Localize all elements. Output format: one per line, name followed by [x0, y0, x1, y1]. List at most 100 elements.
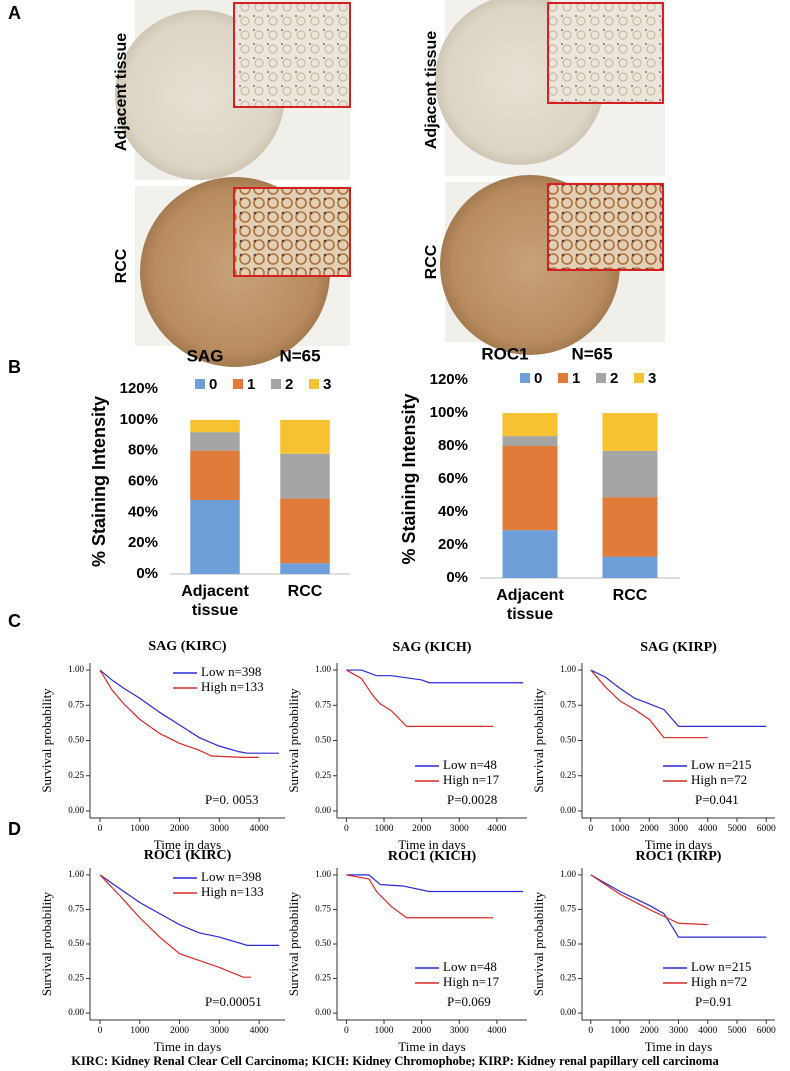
legend-label: 3 [323, 376, 331, 393]
legend-label: 2 [610, 370, 618, 387]
panel-label: C [8, 611, 21, 631]
y-tick-label: 0.75 [68, 699, 84, 709]
y-tick-label: 0.75 [560, 699, 576, 709]
bar-segment [190, 450, 240, 500]
bar-segment [502, 436, 558, 446]
legend-label: 3 [648, 370, 656, 387]
image-label: Adjacent tissue [113, 33, 130, 151]
x-tick-label: 1000 [611, 1026, 630, 1036]
y-tick-label: 60% [128, 472, 158, 489]
x-tick-label: 3000 [210, 824, 229, 834]
y-axis-label: % Staining Intensity [399, 393, 419, 564]
chart-title: ROC1 (KIRC) [144, 848, 232, 863]
inset [233, 2, 351, 108]
chart-subtitle: N=65 [279, 346, 320, 365]
bar-segment [602, 450, 658, 498]
x-tick-label: 3000 [669, 824, 688, 834]
x-tick-label: 0 [344, 1026, 349, 1036]
legend-label: High n=72 [691, 974, 747, 989]
y-tick-label: 0.75 [68, 904, 84, 914]
x-tick-label: 5000 [727, 824, 746, 834]
legend-swatch [520, 373, 530, 383]
bar-segment [602, 497, 658, 557]
survival-curve [590, 874, 708, 926]
x-tick-label: 0 [98, 824, 103, 834]
legend-label: 2 [285, 376, 293, 393]
survival-curve [346, 669, 494, 728]
x-tick-label: RCC [613, 587, 648, 604]
x-axis-label: Time in days [154, 837, 221, 852]
survival-curve [99, 669, 260, 759]
x-tick-label: 1000 [130, 1026, 149, 1036]
y-tick-label: 0.00 [315, 805, 331, 815]
x-tick-label: 1000 [375, 824, 394, 834]
p-value: P=0.0028 [447, 792, 497, 807]
x-tick-label: Adjacent tissue [496, 587, 564, 623]
x-tick-label: Adjacent tissue [181, 583, 249, 619]
legend-label: Low n=215 [691, 959, 751, 974]
y-tick-label: 0.50 [560, 938, 576, 948]
x-tick-label: 1000 [130, 824, 149, 834]
x-tick-label: 4000 [487, 824, 506, 834]
chart-title: ROC1 (KICH) [388, 849, 477, 864]
bar-segment [602, 556, 658, 578]
y-tick-label: 0% [446, 569, 468, 586]
survival-curve [590, 669, 708, 739]
legend-label: Low n=398 [201, 869, 261, 884]
bar-segment [280, 453, 330, 499]
y-axis-label: % Staining Intensity [89, 396, 109, 567]
y-axis-label: Survival probability [39, 891, 54, 996]
y-tick-label: 0.75 [315, 904, 331, 914]
y-tick-label: 100% [430, 404, 468, 421]
y-tick-label: 0.00 [68, 1007, 84, 1017]
survival-curve [99, 874, 252, 978]
x-tick-label: RCC [288, 583, 323, 600]
y-tick-label: 1.00 [560, 869, 576, 879]
bar-segment [280, 563, 330, 574]
y-tick-label: 1.00 [315, 869, 331, 879]
legend-swatch [271, 379, 281, 389]
survival-curve [590, 669, 767, 728]
inset [233, 187, 351, 277]
legend-label: High n=17 [443, 974, 500, 989]
y-tick-label: 0.50 [68, 735, 84, 745]
y-tick-label: 120% [120, 380, 158, 397]
x-axis-label: Time in days [154, 1039, 221, 1054]
x-tick-label: 4000 [250, 1026, 269, 1036]
y-axis-label: Survival probability [531, 688, 546, 793]
y-axis-label: Survival probability [531, 891, 546, 996]
x-tick-label: 2000 [412, 824, 431, 834]
y-tick-label: 0.00 [560, 805, 576, 815]
x-tick-label: 4000 [487, 1026, 506, 1036]
legend-label: 1 [572, 370, 580, 387]
x-axis-label: Time in days [645, 1039, 712, 1054]
y-tick-label: 100% [120, 411, 158, 428]
panel-label: B [8, 357, 21, 377]
image-label: RCC [423, 244, 440, 279]
y-tick-label: 0.25 [315, 770, 331, 780]
legend-label: Low n=398 [201, 664, 261, 679]
p-value: P=0. 0053 [205, 792, 259, 807]
p-value: P=0.041 [695, 792, 739, 807]
x-tick-label: 4000 [698, 824, 717, 834]
x-tick-label: 4000 [250, 824, 269, 834]
x-tick-label: 2000 [640, 1026, 659, 1036]
legend-swatch [558, 373, 568, 383]
legend-label: High n=133 [201, 884, 264, 899]
chart-subtitle: N=65 [571, 344, 612, 363]
bar-segment [190, 432, 240, 451]
survival-curve [99, 669, 280, 754]
bar-segment [190, 500, 240, 574]
x-tick-label: 1000 [375, 1026, 394, 1036]
y-tick-label: 0.00 [315, 1007, 331, 1017]
x-tick-label: 0 [588, 824, 593, 834]
x-axis-label: Time in days [645, 837, 712, 852]
y-tick-label: 1.00 [68, 664, 84, 674]
x-tick-label: 3000 [450, 1026, 469, 1036]
y-tick-label: 40% [128, 503, 158, 520]
legend-swatch [195, 379, 205, 389]
bar-segment [190, 419, 240, 433]
legend-label: 0 [534, 370, 542, 387]
survival-curve [590, 874, 767, 938]
y-axis-label: Survival probability [286, 891, 301, 996]
